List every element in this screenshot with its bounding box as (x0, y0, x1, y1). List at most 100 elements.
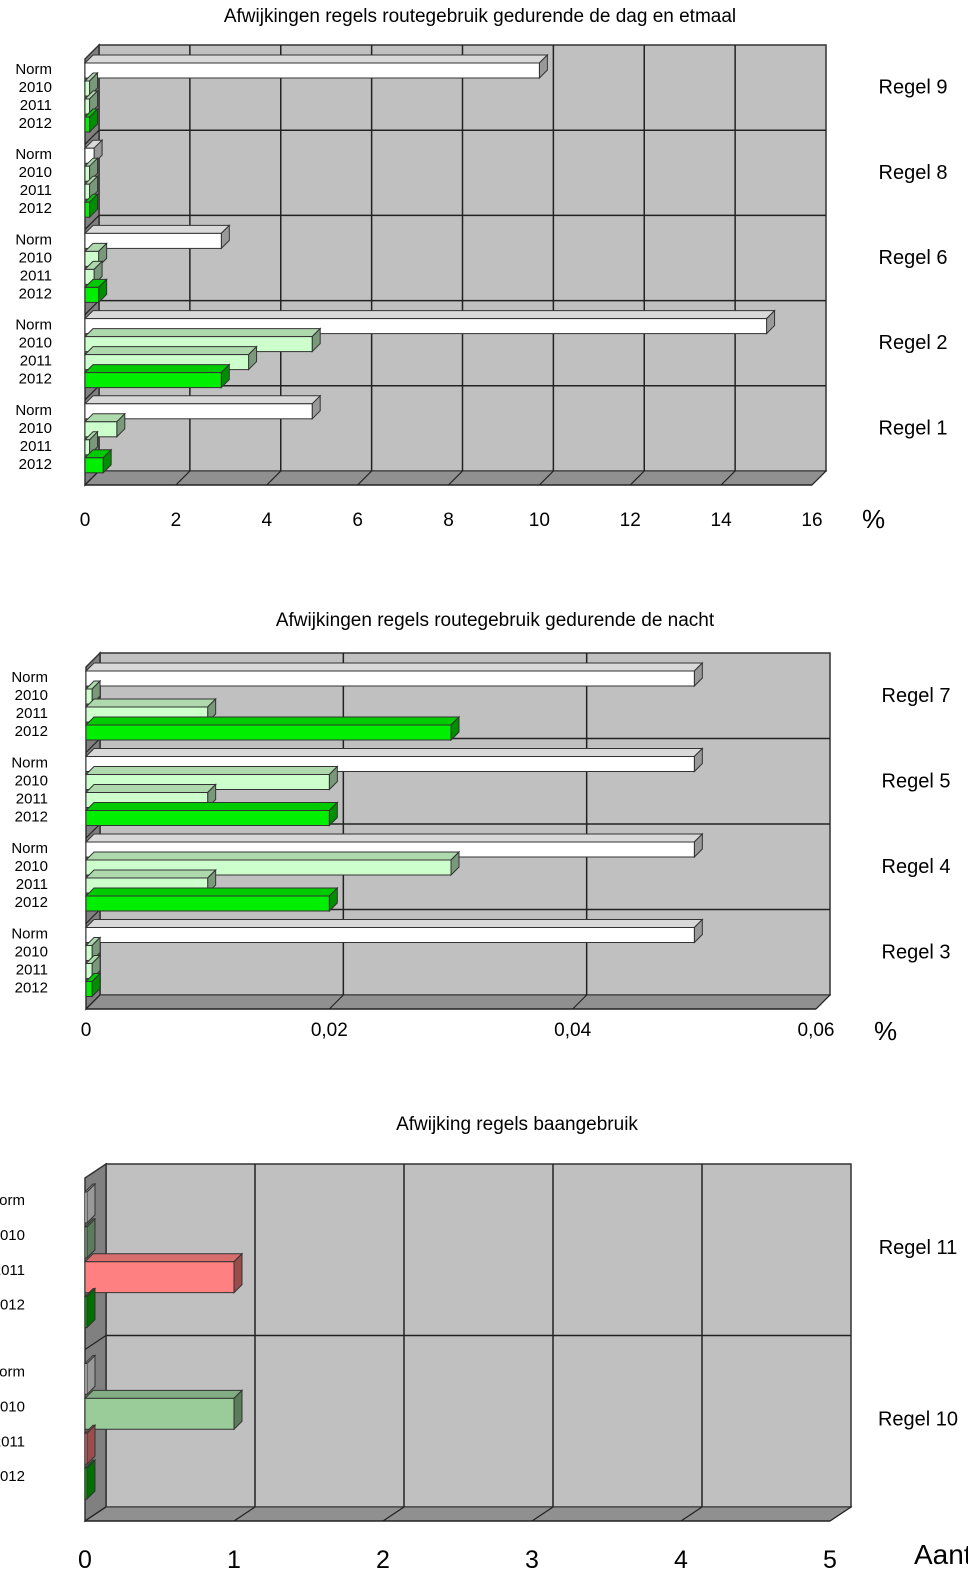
group-label: Regel 2 (879, 332, 948, 354)
series-row-label: 2011 (0, 1433, 25, 1450)
floor-grid-line (448, 470, 463, 486)
bar (85, 810, 330, 826)
bar (84, 457, 104, 474)
unit-label: % (874, 1016, 897, 1046)
bar (84, 1363, 88, 1395)
bar-top (83, 1253, 244, 1263)
series-row-label: 2010 (15, 687, 48, 704)
series-row-label: 2012 (19, 115, 52, 132)
bar (84, 98, 91, 115)
x-tick-label: 5 (823, 1546, 837, 1574)
bar-top (83, 395, 322, 405)
bar-top (84, 766, 339, 775)
bar-top (84, 784, 217, 793)
series-row-label: 2011 (16, 962, 48, 979)
floor-grid-line (829, 1506, 852, 1522)
series-row-label: Norm (0, 1364, 25, 1381)
series-row-label: 2012 (0, 1468, 25, 1485)
bar (84, 403, 313, 420)
x-tick-label: 4 (261, 510, 272, 531)
bar-top (83, 328, 322, 338)
series-row-label: 2011 (20, 182, 52, 199)
floor-grid-line (175, 470, 191, 486)
bar-top (83, 346, 258, 356)
series-row-label: 2010 (19, 79, 52, 96)
x-tick-label: 2 (171, 510, 182, 531)
bar (85, 724, 452, 741)
bar-top (83, 310, 776, 320)
chart-title: Afwijking regels baangebruik (396, 1114, 638, 1135)
bar-top (83, 364, 231, 374)
bar (84, 201, 91, 218)
floor-grid-line (357, 470, 373, 486)
series-row-label: 2012 (15, 980, 48, 997)
x-tick-label: 0,02 (311, 1020, 348, 1041)
bar-top (83, 224, 231, 234)
bar-top (84, 662, 704, 672)
side-grid-line (84, 214, 100, 230)
x-tick-label: 0 (80, 510, 91, 531)
series-row-label: 2012 (15, 723, 48, 740)
chart-2: Afwijkingen regels routegebruik gedurend… (11, 610, 950, 1046)
series-row-label: 2012 (0, 1297, 25, 1314)
bar (84, 439, 91, 456)
bar-top (84, 887, 339, 897)
series-row-label: 2012 (19, 371, 52, 388)
bar (85, 981, 93, 997)
series-row-label: Norm (15, 231, 52, 248)
side-grid-line (85, 909, 101, 924)
group-label: Regel 11 (879, 1237, 958, 1259)
group-label: Regel 4 (882, 856, 951, 878)
bar (84, 80, 91, 97)
series-row-label: 2011 (0, 1262, 25, 1279)
x-tick-label: 3 (525, 1546, 539, 1574)
floor-grid-line (266, 470, 282, 486)
unit-label: Aantal (914, 1539, 968, 1570)
side-grid-line (84, 129, 100, 145)
bar-top (84, 919, 704, 928)
bar (84, 1261, 235, 1294)
series-row-label: Norm (11, 669, 48, 686)
bar (84, 183, 91, 200)
x-tick-label: 16 (801, 510, 822, 531)
series-row-label: 2011 (20, 353, 52, 370)
floor-grid-line (84, 1506, 107, 1522)
x-tick-label: 8 (443, 510, 454, 531)
x-tick-label: 1 (227, 1546, 241, 1574)
plot-floor (84, 994, 832, 1010)
side-grid-line (85, 823, 101, 839)
floor-grid-line (815, 994, 831, 1010)
side-grid-line (85, 738, 101, 753)
x-tick-label: 0 (78, 1546, 92, 1574)
series-row-label: Norm (11, 755, 48, 772)
x-tick-label: 12 (620, 510, 641, 531)
series-row-label: 2010 (19, 164, 52, 181)
bar-top (84, 748, 704, 757)
bar-top (84, 851, 461, 861)
series-row-label: 2011 (20, 438, 52, 455)
bar (84, 1467, 88, 1500)
bar (84, 1397, 235, 1430)
group-label: Regel 1 (879, 417, 948, 439)
series-row-label: 2010 (0, 1398, 25, 1415)
x-tick-label: 6 (352, 510, 363, 531)
x-tick-label: 0,06 (798, 1020, 835, 1041)
series-row-label: Norm (15, 146, 52, 163)
bar-top (84, 716, 461, 726)
x-tick-label: 0,04 (554, 1020, 591, 1041)
bar (85, 927, 695, 943)
floor-grid-line (382, 1506, 405, 1522)
series-row-label: 2012 (19, 200, 52, 217)
group-label: Regel 8 (879, 162, 948, 184)
group-label: Regel 6 (879, 247, 948, 269)
floor-grid-line (811, 470, 827, 486)
bar (84, 286, 100, 303)
bar-top (84, 698, 217, 708)
series-row-label: 2011 (16, 876, 48, 893)
series-row-label: Norm (15, 402, 52, 419)
series-row-label: 2011 (16, 705, 48, 722)
series-row-label: Norm (0, 1192, 25, 1209)
floor-grid-line (328, 994, 344, 1010)
bar (84, 1191, 88, 1224)
